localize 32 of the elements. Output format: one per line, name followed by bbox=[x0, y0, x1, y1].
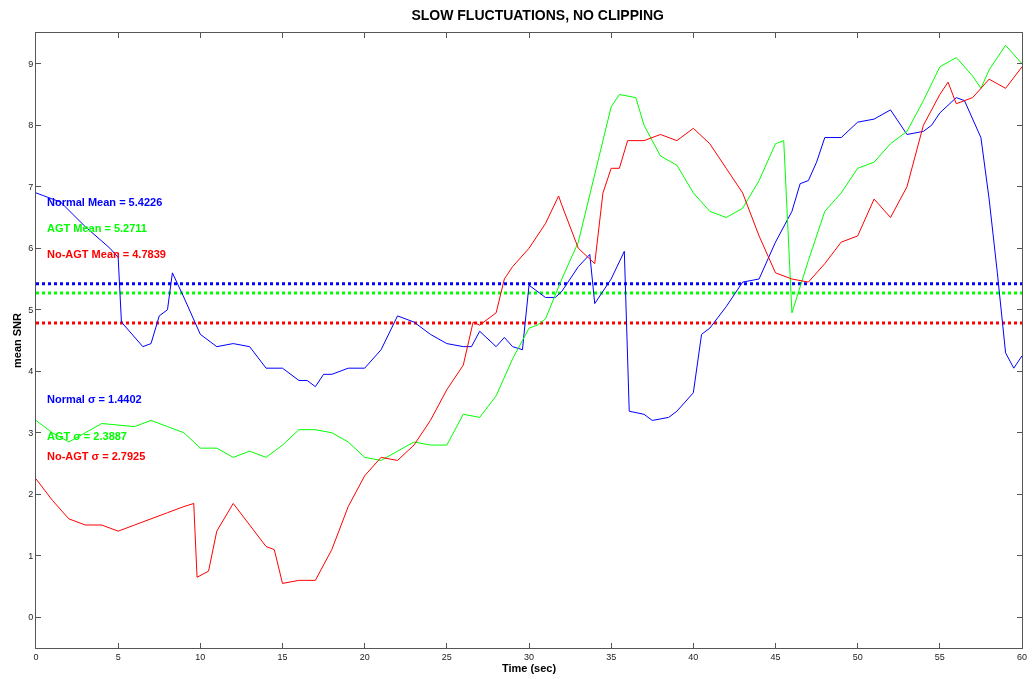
x-tick-label: 15 bbox=[277, 651, 288, 662]
y-tick-label: 4 bbox=[28, 366, 34, 377]
y-tick-label: 5 bbox=[28, 304, 34, 315]
chart-title: SLOW FLUCTUATIONS, NO CLIPPING bbox=[411, 6, 665, 23]
y-tick-label: 8 bbox=[28, 120, 34, 131]
x-tick-label: 45 bbox=[770, 651, 781, 662]
x-tick-label: 55 bbox=[934, 651, 945, 662]
y-tick-label: 9 bbox=[28, 58, 34, 69]
y-tick-label: 1 bbox=[28, 550, 34, 561]
x-tick-label: 40 bbox=[688, 651, 699, 662]
x-tick-label: 30 bbox=[523, 651, 535, 662]
annotation: Normal Mean = 5.4226 bbox=[47, 196, 163, 208]
x-tick-label: 5 bbox=[115, 651, 121, 662]
x-tick-label: 20 bbox=[359, 651, 370, 662]
line-series bbox=[36, 44, 1022, 461]
line-series bbox=[36, 97, 1022, 421]
annotation: AGT Mean = 5.2711 bbox=[47, 222, 147, 234]
y-axis-title: mean SNR bbox=[10, 312, 23, 369]
y-tick-label: 3 bbox=[28, 427, 34, 438]
annotation: No-AGT σ = 2.7925 bbox=[47, 450, 146, 462]
x-tick-label: 10 bbox=[195, 651, 206, 662]
y-tick-label: 7 bbox=[28, 181, 34, 192]
annotation: Normal σ = 1.4402 bbox=[47, 393, 142, 405]
x-tick-label: 50 bbox=[852, 651, 863, 662]
x-tick-label: 60 bbox=[1016, 651, 1028, 662]
y-tick-label: 6 bbox=[28, 243, 34, 254]
line-series bbox=[36, 66, 1022, 584]
y-tick-label: 0 bbox=[28, 612, 34, 623]
y-tick-label: 2 bbox=[28, 489, 34, 500]
x-tick-label: 35 bbox=[606, 651, 617, 662]
x-tick-label: 25 bbox=[441, 651, 452, 662]
x-axis-title: Time (sec) bbox=[501, 661, 557, 674]
